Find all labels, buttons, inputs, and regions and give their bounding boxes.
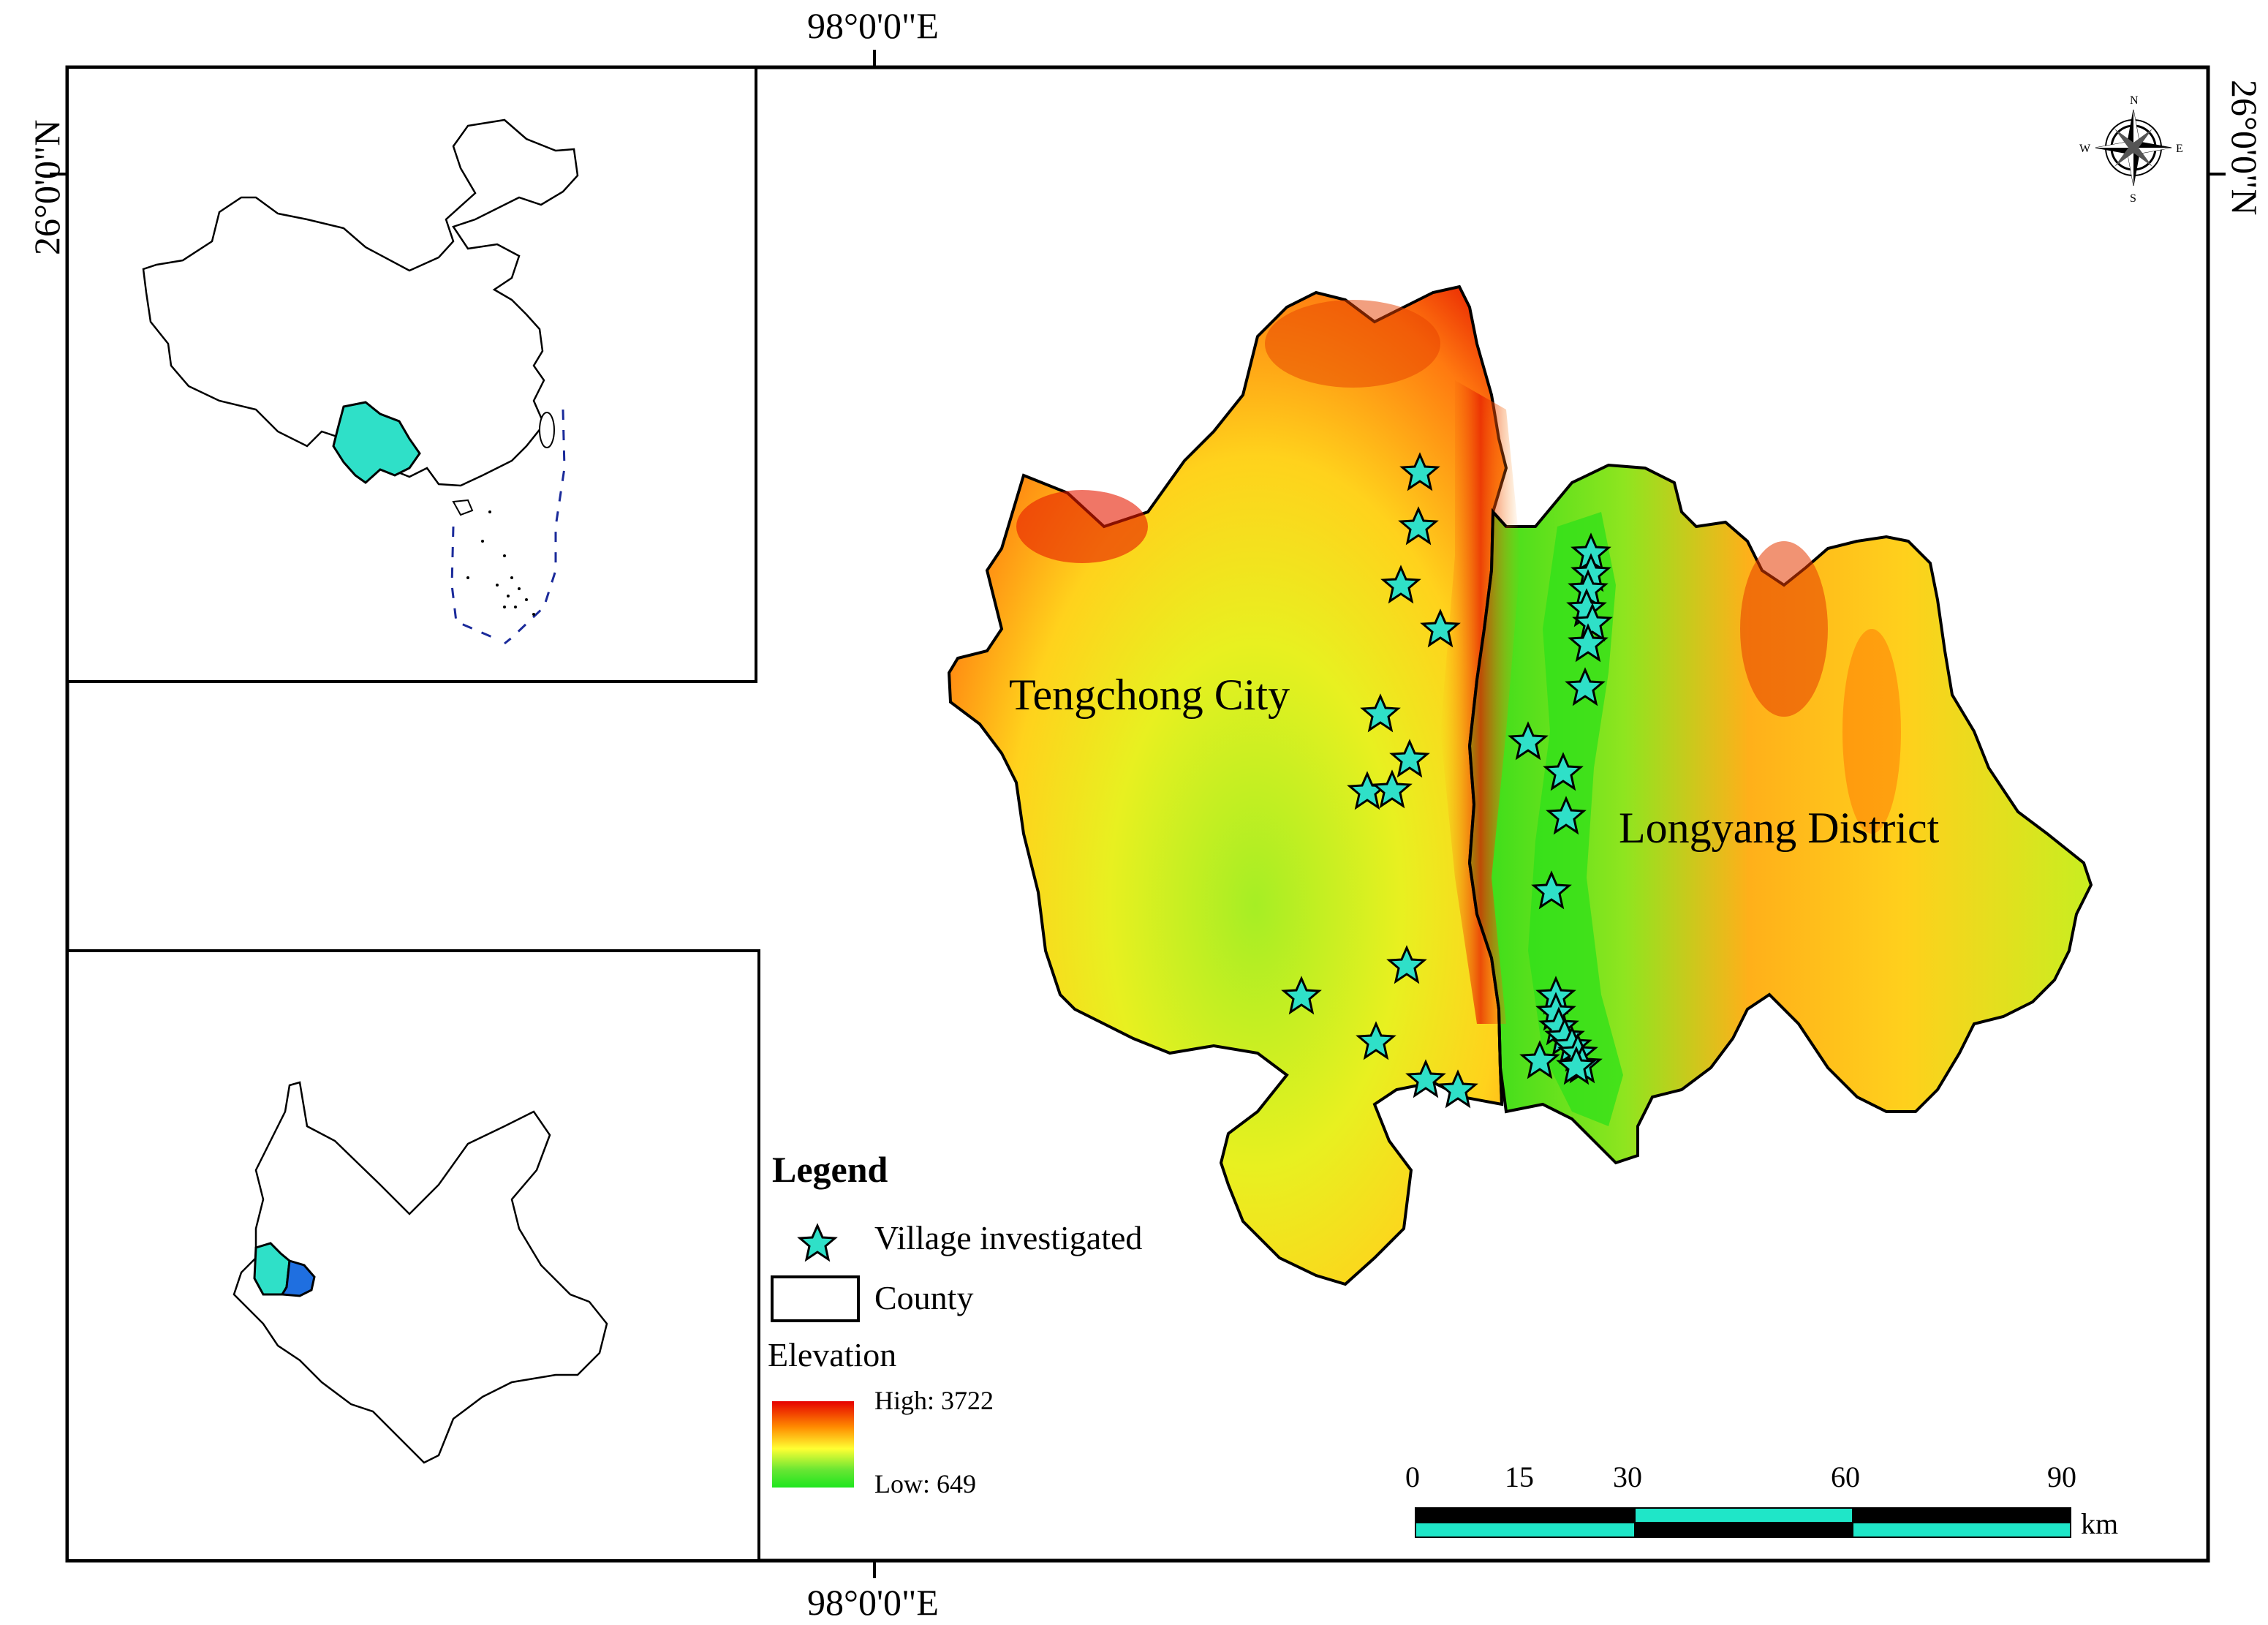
scale-unit: km: [2081, 1507, 2119, 1540]
taiwan-island: [539, 412, 555, 448]
scale-tick-15: 15: [1505, 1460, 1534, 1493]
south-china-sea-islets: [466, 510, 535, 616]
legend-county-box: [771, 1275, 860, 1322]
yunnan-highlight: [332, 401, 421, 484]
scale-tick-0: 0: [1405, 1460, 1420, 1493]
boundary-ridge: [1440, 380, 1521, 1024]
tengchong-region: [947, 284, 1508, 1286]
scale-tick-30: 30: [1613, 1460, 1642, 1493]
top-longitude-label: 98°0'0"E: [807, 5, 939, 46]
district-boundary: [1467, 508, 1508, 1105]
bottom-longitude-label: 98°0'0"E: [807, 1582, 939, 1623]
scale-tick-90: 90: [2047, 1460, 2076, 1493]
highland-north: [1265, 300, 1440, 388]
compass-n: N: [2130, 94, 2139, 107]
tengchong-label: Tengchong City: [1009, 671, 1290, 719]
right-latitude-label: 26°0'0"N: [2224, 80, 2265, 216]
longyang-inset: [280, 1259, 316, 1297]
nine-dash-line: [450, 409, 566, 645]
compass-s: S: [2130, 192, 2136, 205]
scale-tick-60: 60: [1831, 1460, 1860, 1493]
compass-e: E: [2176, 143, 2183, 155]
scale-bar: [1415, 1507, 2071, 1538]
legend-elevation-title: Elevation: [768, 1336, 897, 1373]
legend-county-label: County: [874, 1279, 974, 1316]
highland-east-2: [1842, 629, 1901, 834]
north-arrow-icon: N S E W: [2079, 94, 2183, 205]
elevation-high-label: High: 3722: [874, 1386, 994, 1415]
left-latitude-label: 26°0'0"N: [26, 119, 67, 255]
highland-east: [1740, 541, 1828, 717]
legend-village-label: Village investigated: [874, 1219, 1143, 1256]
highland-northwest: [1016, 490, 1148, 563]
legend-title: Legend: [772, 1149, 888, 1190]
elevation-low-label: Low: 649: [874, 1469, 976, 1498]
elevation-color-ramp: [772, 1401, 854, 1488]
yunnan-outline: [233, 1081, 608, 1464]
map-frame: [65, 65, 2210, 1563]
legend-star-icon: [798, 1224, 836, 1261]
hainan-island: [452, 499, 474, 516]
longyang-label: Longyang District: [1619, 804, 1940, 852]
compass-w: W: [2079, 143, 2091, 155]
